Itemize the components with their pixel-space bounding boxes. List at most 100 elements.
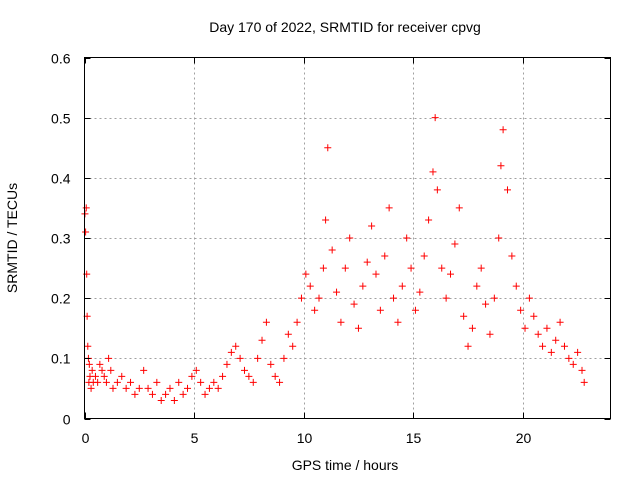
- data-point: [105, 354, 113, 362]
- data-point: [184, 384, 192, 392]
- data-point: [98, 366, 106, 374]
- data-point: [525, 294, 533, 302]
- data-point: [473, 282, 481, 290]
- data-point: [88, 366, 96, 374]
- data-point: [94, 378, 102, 386]
- data-point: [429, 168, 437, 176]
- data-point: [543, 324, 551, 332]
- data-point: [534, 330, 542, 338]
- data-point: [324, 144, 332, 152]
- data-point: [205, 384, 213, 392]
- data-point: [376, 306, 384, 314]
- x-axis-ticks: 0 5 10 15 20: [82, 57, 532, 446]
- data-point: [398, 282, 406, 290]
- data-point: [311, 306, 319, 314]
- data-point: [258, 336, 266, 344]
- data-point: [482, 300, 490, 308]
- data-point: [403, 234, 411, 242]
- data-point: [442, 294, 450, 302]
- data-point: [254, 354, 262, 362]
- grid-lines: [84, 57, 611, 419]
- data-point: [236, 354, 244, 362]
- data-point: [372, 270, 380, 278]
- data-point: [578, 366, 586, 374]
- data-point: [315, 294, 323, 302]
- data-point: [319, 264, 327, 272]
- data-point: [140, 366, 148, 374]
- data-point: [240, 366, 248, 374]
- data-point: [322, 216, 330, 224]
- data-point: [363, 258, 371, 266]
- data-point: [333, 288, 341, 296]
- y-tick-label: 0.3: [51, 231, 71, 247]
- chart-title: Day 170 of 2022, SRMTID for receiver cpv…: [209, 19, 481, 35]
- data-point: [431, 114, 439, 122]
- data-point: [495, 234, 503, 242]
- data-point: [148, 390, 156, 398]
- y-axis-label: SRMTID / TECUs: [4, 183, 20, 293]
- x-tick-label: 0: [82, 430, 90, 446]
- data-point: [192, 366, 200, 374]
- y-tick-label: 0.1: [51, 351, 71, 367]
- data-point: [306, 282, 314, 290]
- x-tick-label: 5: [191, 430, 199, 446]
- data-point: [109, 384, 117, 392]
- data-point: [175, 378, 183, 386]
- data-point: [122, 384, 130, 392]
- data-point: [517, 306, 525, 314]
- data-point: [337, 318, 345, 326]
- data-point: [455, 204, 463, 212]
- data-point: [100, 372, 108, 380]
- data-point: [565, 354, 573, 362]
- data-point: [293, 318, 301, 326]
- x-tick-label: 10: [297, 430, 313, 446]
- data-point: [390, 294, 398, 302]
- x-axis-label: GPS time / hours: [292, 457, 399, 473]
- data-point: [91, 372, 99, 380]
- data-point: [131, 390, 139, 398]
- data-point: [530, 312, 538, 320]
- data-point: [102, 378, 110, 386]
- data-point: [490, 294, 498, 302]
- data-point: [107, 366, 115, 374]
- data-point: [460, 312, 468, 320]
- data-point: [118, 372, 126, 380]
- data-point: [574, 348, 582, 356]
- data-point: [201, 390, 209, 398]
- data-point: [328, 246, 336, 254]
- y-axis-ticks: 0 0.1 0.2 0.3 0.4 0.5 0.6: [51, 51, 611, 428]
- data-point: [468, 324, 476, 332]
- data-point: [512, 282, 520, 290]
- data-point: [302, 270, 310, 278]
- data-point: [451, 240, 459, 248]
- data-point: [560, 342, 568, 350]
- data-point: [447, 270, 455, 278]
- data-point: [276, 378, 284, 386]
- data-point: [232, 342, 240, 350]
- data-point: [341, 264, 349, 272]
- data-point: [267, 360, 275, 368]
- x-tick-label: 15: [406, 430, 422, 446]
- data-point: [539, 342, 547, 350]
- data-point: [486, 330, 494, 338]
- data-point: [85, 360, 93, 368]
- data-point: [521, 324, 529, 332]
- x-tick-label: 20: [516, 430, 532, 446]
- data-point: [127, 378, 135, 386]
- data-point: [271, 372, 279, 380]
- data-point: [359, 282, 367, 290]
- data-point: [556, 318, 564, 326]
- data-point: [227, 348, 235, 356]
- y-tick-label: 0: [63, 412, 71, 428]
- data-point: [82, 228, 90, 236]
- data-point: [162, 390, 170, 398]
- data-points: [81, 114, 588, 404]
- data-point: [508, 252, 516, 260]
- data-point: [547, 348, 555, 356]
- data-point: [381, 252, 389, 260]
- data-point: [433, 186, 441, 194]
- data-point: [350, 300, 358, 308]
- data-point: [354, 324, 362, 332]
- data-point: [197, 378, 205, 386]
